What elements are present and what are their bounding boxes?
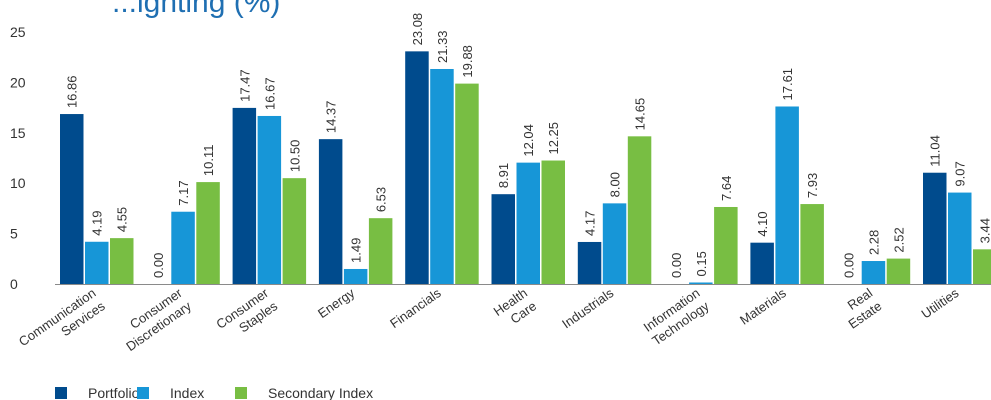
bar-secondary-index: [973, 249, 991, 284]
bar-portfolio: [923, 172, 947, 284]
bar-secondary-index: [714, 206, 738, 284]
category-label: Utilities: [919, 285, 962, 322]
value-label: 12.25: [546, 122, 561, 155]
category-label: CommunicationServices: [16, 285, 108, 362]
bar-portfolio: [405, 51, 429, 284]
bar-secondary-index: [886, 258, 911, 284]
value-label: 9.07: [953, 161, 968, 186]
value-label: 12.04: [521, 124, 536, 157]
value-label: 10.11: [201, 145, 216, 177]
bars: [60, 51, 991, 285]
bar-index: [171, 211, 195, 284]
value-label: 10.50: [287, 140, 302, 173]
chart-title: ...ighting (%): [112, 0, 280, 19]
value-label: 3.44: [978, 218, 991, 243]
value-label: 4.17: [583, 211, 598, 236]
value-label: 4.19: [90, 210, 105, 235]
bar-secondary-index: [627, 136, 652, 284]
value-label: 14.37: [324, 101, 339, 134]
value-label: 6.53: [374, 187, 389, 212]
y-tick-label: 10: [10, 175, 26, 191]
y-tick-label: 0: [10, 276, 18, 292]
value-label: 14.65: [633, 98, 648, 131]
bar-index: [257, 115, 282, 284]
y-tick-label: 20: [10, 74, 26, 90]
bar-index: [775, 106, 799, 284]
bar-index: [516, 162, 540, 284]
value-label: 8.00: [608, 172, 623, 197]
category-label: Energy: [315, 285, 358, 321]
bar-secondary-index: [800, 204, 824, 284]
value-label: 0.00: [669, 253, 684, 278]
value-label: 4.55: [115, 207, 130, 232]
bar-secondary-index: [110, 238, 134, 284]
y-tick-label: 5: [10, 226, 18, 242]
legend-label: Index: [170, 385, 204, 400]
value-label: 19.88: [460, 45, 475, 78]
value-label: 8.91: [496, 163, 511, 188]
category-label: InformationTechnology: [640, 285, 712, 348]
bar-secondary-index: [368, 218, 393, 284]
bar-secondary-index: [541, 160, 565, 284]
bar-secondary-index: [282, 178, 307, 284]
legend-swatch: [235, 387, 247, 399]
bar-index: [343, 268, 368, 284]
category-labels: CommunicationServices ConsumerDiscretiona…: [16, 285, 962, 362]
bar-index: [861, 261, 886, 284]
legend-swatch: [137, 387, 149, 399]
category-label: ConsumerDiscretionary: [114, 285, 194, 354]
legend-label: Portfolio: [88, 385, 140, 400]
bar-portfolio: [491, 194, 515, 284]
value-label: 16.86: [65, 76, 80, 109]
value-label: 2.52: [891, 227, 906, 252]
bar-portfolio: [577, 241, 602, 284]
value-label: 7.64: [719, 176, 734, 201]
bar-index: [430, 68, 454, 285]
legend: Portfolio Index Secondary Index: [55, 385, 373, 400]
value-label: 1.49: [349, 238, 364, 263]
value-label: 11.04: [928, 135, 943, 167]
y-axis: 0 5 10 15 20 25: [10, 24, 26, 292]
value-label: 2.28: [866, 230, 881, 255]
bar-portfolio: [232, 107, 257, 284]
value-label: 4.10: [755, 211, 770, 236]
bar-index: [85, 241, 109, 284]
bar-index: [689, 282, 713, 284]
value-label: 0.00: [151, 253, 166, 278]
value-label: 21.33: [435, 30, 450, 63]
y-tick-label: 15: [10, 125, 26, 141]
value-label: 0.00: [841, 253, 856, 278]
value-label: 7.93: [805, 173, 820, 198]
bar-index: [948, 192, 972, 284]
y-tick-label: 25: [10, 24, 26, 40]
bar-secondary-index: [196, 182, 220, 284]
bar-portfolio: [60, 114, 84, 284]
category-label: Materials: [737, 285, 789, 328]
category-label: HealthCare: [491, 285, 540, 332]
value-label: 0.15: [694, 251, 709, 276]
bar-portfolio: [750, 242, 774, 284]
value-label: 17.47: [237, 69, 252, 102]
category-label: Financials: [387, 285, 444, 331]
value-label: 23.08: [410, 13, 425, 46]
category-label: RealEstate: [836, 285, 884, 332]
category-label: ConsumerStaples: [213, 285, 280, 345]
value-label: 16.67: [262, 77, 277, 110]
category-label: Industrials: [559, 285, 617, 332]
legend-swatch: [55, 387, 67, 399]
bar-secondary-index: [455, 83, 479, 285]
bar-portfolio: [318, 139, 343, 284]
legend-label: Secondary Index: [268, 385, 373, 400]
value-labels: 16.86 4.19 4.55 0.00 7.17 10.11 17.47 16.67 10.5…: [65, 13, 991, 278]
bar-index: [602, 203, 627, 284]
value-label: 17.61: [780, 68, 795, 101]
value-label: 7.17: [176, 180, 191, 205]
